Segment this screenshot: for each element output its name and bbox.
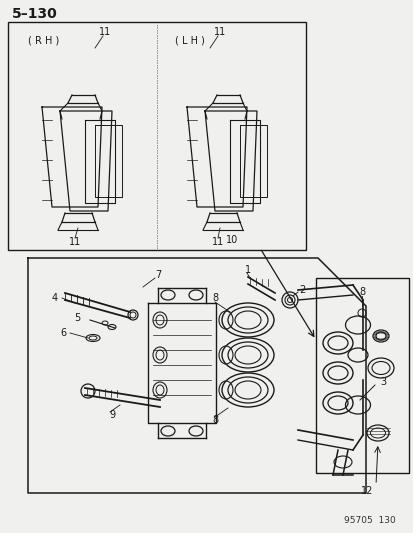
Text: ( L H ): ( L H ) xyxy=(175,35,204,45)
Text: ( R H ): ( R H ) xyxy=(28,35,59,45)
Text: 8: 8 xyxy=(211,415,218,425)
Text: 1: 1 xyxy=(244,265,250,275)
Text: 11: 11 xyxy=(211,237,223,247)
Text: 3: 3 xyxy=(379,377,385,387)
Text: 6: 6 xyxy=(61,328,67,338)
Text: 4: 4 xyxy=(52,293,58,303)
Text: 11: 11 xyxy=(69,237,81,247)
Text: 2: 2 xyxy=(298,285,304,295)
Text: 5: 5 xyxy=(74,313,80,323)
Text: 5–130: 5–130 xyxy=(12,7,57,21)
Text: 95705  130: 95705 130 xyxy=(343,516,395,526)
Bar xyxy=(8,22,305,250)
Text: 9: 9 xyxy=(109,410,115,420)
Text: 11: 11 xyxy=(99,27,111,37)
Text: 12: 12 xyxy=(360,486,372,496)
Bar xyxy=(315,278,408,473)
Text: 7: 7 xyxy=(154,270,161,280)
Text: 8: 8 xyxy=(358,287,364,297)
Text: 10: 10 xyxy=(225,235,237,245)
Text: 11: 11 xyxy=(214,27,225,37)
Text: 8: 8 xyxy=(211,293,218,303)
